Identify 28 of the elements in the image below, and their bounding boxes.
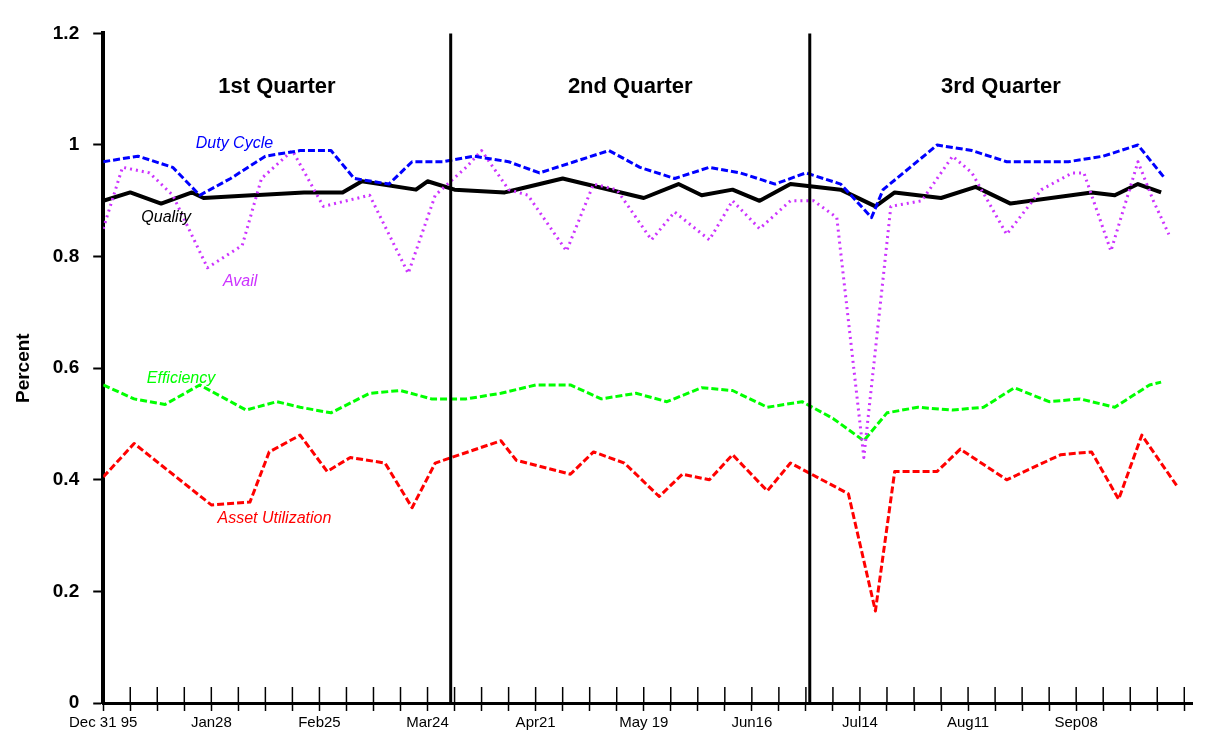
x-tick-label: Dec 31 95 [69,713,138,731]
series-label: Duty Cycle [195,134,274,152]
y-axis-title: Percent [11,332,33,404]
x-tick-label: Jun16 [731,713,773,731]
line-series [103,433,1179,613]
x-tick-label: Sep08 [1054,713,1098,731]
x-tick-label: Aug11 [946,713,990,731]
annotation: 2nd Quarter [567,73,694,99]
series-label: Efficiency [146,368,217,386]
x-tick-label: May 19 [619,713,669,731]
y-tick-label: 0.6 [52,356,80,378]
y-tick-label: 0 [68,691,80,713]
series-label: Asset Utilization [216,509,332,527]
series-label: Avail [221,271,258,289]
x-tick-label: Apr21 [515,713,556,731]
x-tick-label: Jan28 [190,713,232,731]
series-label: Quality [141,207,193,225]
y-tick-label: 0.8 [52,244,80,266]
annotation: 1st Quarter [218,73,337,99]
y-tick-label: 0.4 [52,468,80,490]
x-tick-label: Feb25 [298,713,341,731]
y-tick-label: 1 [68,133,80,155]
line-series [103,149,1171,459]
x-tick-label: Jul14 [842,713,878,731]
x-tick-label: Mar24 [406,713,449,731]
y-tick-label: 0.2 [52,579,80,601]
y-tick-label: 1.2 [52,21,80,43]
annotation: 3rd Quarter [940,73,1062,99]
